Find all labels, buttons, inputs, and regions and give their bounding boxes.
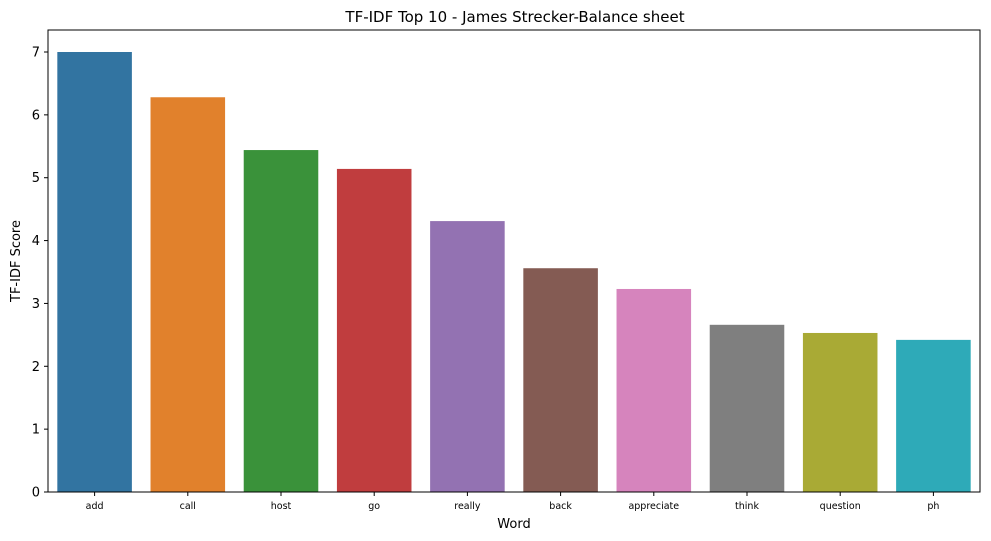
chart-title: TF-IDF Top 10 - James Strecker-Balance s… (344, 8, 684, 26)
bar-ph (896, 339, 971, 492)
bar-go (336, 168, 412, 492)
x-tick-label: go (368, 501, 380, 512)
bar-think (709, 324, 785, 492)
bar-host (243, 150, 319, 493)
x-tick-label: think (735, 501, 759, 512)
x-tick-label: call (180, 501, 196, 512)
y-tick-label: 0 (32, 486, 40, 501)
bar-appreciate (616, 288, 692, 492)
bar-call (150, 97, 226, 492)
y-tick-label: 7 (32, 46, 40, 61)
x-tick-label: add (86, 501, 104, 512)
y-axis-label: TF-IDF Score (9, 220, 24, 303)
y-tick-label: 5 (32, 171, 40, 186)
y-tick-label: 2 (32, 360, 40, 375)
x-tick-label: question (820, 501, 861, 512)
bar-question (802, 332, 878, 492)
x-tick-label: appreciate (628, 501, 679, 512)
plot-frame (47, 29, 981, 493)
bar-really (430, 221, 505, 493)
bar-add (57, 52, 132, 492)
bar-back (523, 268, 598, 492)
x-tick-label: host (271, 501, 292, 512)
x-tick-label: back (549, 501, 572, 512)
y-axis: 0 1 2 3 4 5 6 7 (32, 46, 48, 501)
x-axis: add call host go really back appreciate think qu… (86, 492, 939, 512)
y-tick-label: 6 (32, 108, 40, 123)
y-tick-label: 1 (32, 423, 40, 438)
x-tick-label: really (454, 501, 481, 512)
y-tick-label: 4 (32, 234, 40, 249)
y-tick-label: 3 (32, 297, 40, 312)
x-axis-label: Word (497, 517, 530, 532)
x-tick-label: ph (927, 501, 939, 512)
bars-group (57, 52, 971, 493)
